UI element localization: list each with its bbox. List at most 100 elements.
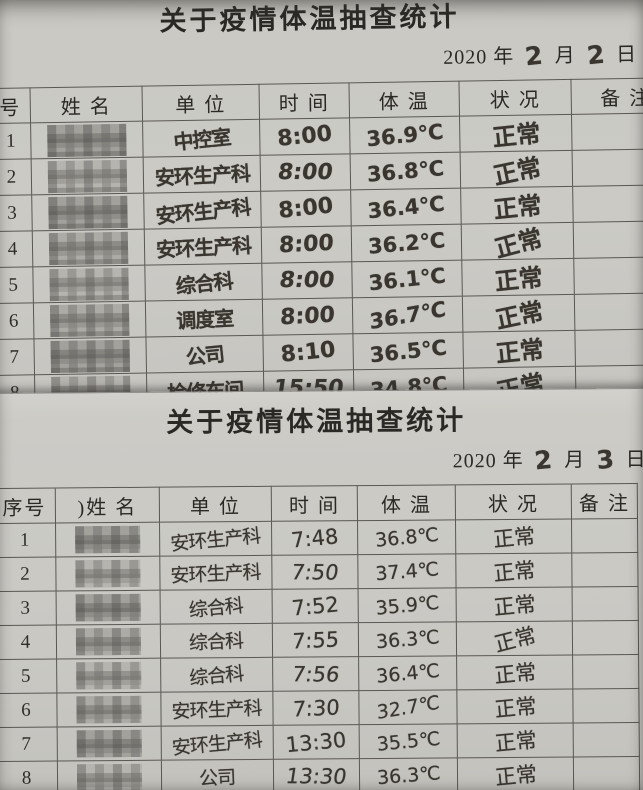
page2-date-month-handwritten: 2 <box>533 444 555 476</box>
time-cell: 7:52 <box>272 588 359 624</box>
name-cell <box>56 692 162 727</box>
time-handwriting: 7:52 <box>290 591 340 621</box>
temperature-handwriting: 35.9℃ <box>374 591 440 620</box>
row-number: 5 <box>0 659 57 694</box>
status-handwriting: 正常 <box>491 557 537 586</box>
unit-cell: 中控室 <box>142 119 261 158</box>
time-handwriting: 8:00 <box>277 193 335 224</box>
temperature-cell: 35.5℃ <box>359 723 458 759</box>
column-header-status: 状 况 <box>455 483 572 520</box>
note-cell <box>574 292 643 331</box>
unit-handwriting: 安环生产科 <box>171 729 264 760</box>
name-cell <box>33 301 146 339</box>
name-cell <box>31 157 144 195</box>
status-cell: 正常 <box>456 620 573 657</box>
temperature-cell: 36.8℃ <box>350 152 461 190</box>
note-cell <box>573 756 640 790</box>
name-cell <box>33 337 147 375</box>
page-2: 关于疫情体温抽查统计 2020 年 2 月 3 日 序号 )姓 名 单 位 时 … <box>0 387 643 790</box>
temperature-cell: 36.1℃ <box>351 260 463 298</box>
page2-table: 序号 )姓 名 单 位 时 间 体 温 状 况 备 注 1 安环生产科 7:48 <box>0 483 640 790</box>
redaction-mosaic <box>75 593 142 622</box>
time-handwriting: 8:00 <box>276 159 335 186</box>
page2-title: 关于疫情体温抽查统计 <box>166 405 467 438</box>
unit-cell: 综合科 <box>160 623 273 659</box>
temperature-handwriting: 36.3℃ <box>375 761 442 789</box>
temperature-cell: 36.4℃ <box>350 188 462 226</box>
name-cell <box>32 265 146 303</box>
unit-handwriting: 综合科 <box>174 268 234 299</box>
temperature-cell: 36.3℃ <box>358 621 457 657</box>
unit-handwriting: 综合科 <box>188 662 245 690</box>
row-number: 5 <box>0 266 34 304</box>
temperature-handwriting: 36.9℃ <box>365 119 445 151</box>
page2-date-line: 2020 年 2 月 3 日 <box>0 443 643 480</box>
status-cell: 正常 <box>457 756 574 790</box>
unit-handwriting: 安环生产科 <box>170 561 262 588</box>
unit-handwriting: 安环生产科 <box>153 161 251 191</box>
name-cell <box>55 556 161 592</box>
row-number: 1 <box>0 122 32 160</box>
column-header-temp: 体 温 <box>348 81 460 118</box>
status-handwriting: 正常 <box>493 727 538 756</box>
time-cell: 7:48 <box>271 520 358 556</box>
column-header-unit: 单 位 <box>159 486 272 523</box>
unit-cell: 公司 <box>145 335 264 374</box>
name-cell <box>56 590 161 626</box>
unit-handwriting: 安环生产科 <box>169 525 262 556</box>
name-cell <box>31 193 145 231</box>
column-header-no: 序号 <box>0 488 56 524</box>
unit-cell: 安环生产科 <box>159 555 273 591</box>
table-row: 7 安环生产科 13:30 35.5℃ 正常 <box>0 722 640 762</box>
page1-date-month-label: 月 <box>554 44 576 68</box>
name-cell <box>55 522 160 558</box>
status-cell: 正常 <box>456 654 573 690</box>
time-handwriting: 8:00 <box>279 302 336 331</box>
time-handwriting: 8:00 <box>278 230 335 259</box>
unit-cell: 安环生产科 <box>161 725 274 761</box>
redaction-mosaic <box>74 525 141 554</box>
redaction-mosaic <box>47 195 129 229</box>
temperature-handwriting: 36.7℃ <box>368 296 447 334</box>
status-cell: 正常 <box>460 150 573 190</box>
time-cell: 13:30 <box>273 724 360 760</box>
column-header-note: 备 注 <box>570 77 643 115</box>
temperature-handwriting: 36.8℃ <box>373 523 440 552</box>
temperature-handwriting: 32.7℃ <box>375 690 441 724</box>
status-handwriting: 正常 <box>493 761 538 790</box>
time-handwriting: 8:00 <box>276 121 334 152</box>
row-number: 4 <box>0 625 57 660</box>
column-header-name: 姓 名 <box>30 86 143 123</box>
temperature-cell: 36.3℃ <box>359 757 458 790</box>
note-cell <box>572 620 639 655</box>
unit-cell: 安环生产科 <box>144 227 262 266</box>
column-header-time: 时 间 <box>271 485 358 522</box>
note-cell <box>572 654 639 689</box>
unit-cell: 综合科 <box>160 589 273 625</box>
status-cell: 正常 <box>455 552 573 588</box>
column-header-note: 备 注 <box>571 483 638 519</box>
temperature-handwriting: 36.3℃ <box>374 625 441 653</box>
status-handwriting: 正常 <box>491 622 539 657</box>
time-cell: 7:55 <box>272 622 359 658</box>
page1-date-month-handwritten: 2 <box>523 40 546 72</box>
table-row: 4 综合科 7:55 36.3℃ 正常 <box>0 620 639 660</box>
row-number: 4 <box>0 230 33 268</box>
temperature-cell: 35.9℃ <box>358 587 457 623</box>
row-number: 7 <box>0 726 58 762</box>
redaction-mosaic <box>76 763 143 790</box>
row-number: 6 <box>0 692 58 728</box>
status-cell: 正常 <box>456 586 573 622</box>
time-cell: 8:00 <box>260 189 352 228</box>
column-header-status: 状 况 <box>458 79 572 117</box>
status-cell: 正常 <box>459 114 573 152</box>
time-handwriting: 13:30 <box>284 763 349 789</box>
temperature-cell: 36.9℃ <box>349 116 461 154</box>
time-handwriting: 7:55 <box>291 626 340 654</box>
time-cell: 7:50 <box>271 554 359 590</box>
redaction-mosaic <box>47 159 128 193</box>
unit-handwriting: 公司 <box>199 766 237 790</box>
time-handwriting: 13:30 <box>284 727 348 757</box>
name-cell <box>56 658 161 693</box>
